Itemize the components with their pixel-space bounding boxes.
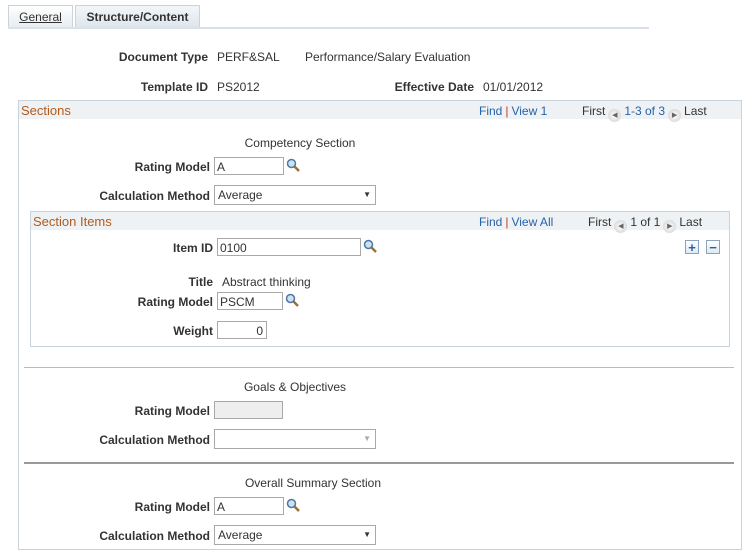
view-all-link[interactable]: View All: [511, 215, 554, 229]
tab-structure-content[interactable]: Structure/Content: [75, 5, 200, 28]
tab-general-label: General: [19, 10, 62, 24]
find-link[interactable]: Find: [479, 104, 503, 118]
last-label[interactable]: Last: [684, 104, 707, 118]
rating-model-label: Rating Model: [134, 160, 210, 174]
sections-title: Sections: [21, 103, 71, 118]
previous-arrow-icon[interactable]: ◀: [614, 220, 628, 233]
sections-header: Sections Find | View 1 First ◀ 1-3 of 3 ▶ Last: [19, 101, 741, 122]
search-icon[interactable]: [286, 158, 300, 172]
search-icon[interactable]: [363, 239, 377, 253]
summary-title: Overall Summary Section: [244, 476, 382, 490]
rating-model-input[interactable]: A: [214, 157, 284, 175]
range-text: 1-3 of 3: [624, 104, 666, 118]
items-pager: First ◀ 1 of 1 ▶ Last: [588, 215, 702, 233]
add-row-button[interactable]: +: [685, 240, 699, 254]
section-items-box: Section Items Find | View All First ◀ 1 of 1…: [30, 211, 730, 347]
item-rating-model-input[interactable]: PSCM: [217, 292, 283, 310]
goals-calculation-method-select[interactable]: [214, 429, 376, 449]
sections-box: Sections Find | View 1 First ◀ 1-3 of 3 ▶ Last: [18, 100, 742, 550]
document-type-desc: Performance/Salary Evaluation: [305, 50, 471, 64]
summary-calculation-method-label: Calculation Method: [99, 529, 210, 543]
previous-arrow-icon[interactable]: ◀: [608, 109, 622, 122]
template-id-label: Template ID: [140, 80, 208, 94]
first-label[interactable]: First: [588, 215, 612, 229]
title-value: Abstract thinking: [222, 275, 311, 289]
goals-calculation-method-label: Calculation Method: [99, 433, 210, 447]
item-id-label: Item ID: [172, 241, 213, 255]
tab-divider: [8, 27, 649, 29]
competency-title: Competency Section: [244, 136, 356, 150]
summary-calculation-method-select[interactable]: Average: [214, 525, 376, 545]
title-label: Title: [188, 275, 213, 289]
search-icon[interactable]: [286, 498, 300, 512]
effective-date-label: Effective Date: [394, 80, 474, 94]
first-label[interactable]: First: [582, 104, 606, 118]
delete-row-button[interactable]: −: [706, 240, 720, 254]
document-type-code: PERF&SAL: [217, 50, 280, 64]
sections-nav: Find | View 1: [479, 104, 548, 118]
range-text: 1 of 1: [630, 215, 661, 229]
next-arrow-icon[interactable]: ▶: [668, 109, 682, 122]
goals-title: Goals & Objectives: [243, 380, 347, 394]
search-icon[interactable]: [285, 293, 299, 307]
next-arrow-icon[interactable]: ▶: [663, 220, 677, 233]
calculation-method-select[interactable]: Average: [214, 185, 376, 205]
calculation-method-label: Calculation Method: [99, 189, 210, 203]
item-rating-model-label: Rating Model: [137, 295, 213, 309]
last-label[interactable]: Last: [679, 215, 703, 229]
section-items-header: Section Items Find | View All First ◀ 1 of 1…: [31, 212, 729, 233]
summary-rating-model-label: Rating Model: [134, 500, 210, 514]
goals-rating-model-input[interactable]: [214, 401, 283, 419]
items-nav: Find | View All: [479, 215, 554, 229]
find-link[interactable]: Find: [479, 215, 503, 229]
weight-input[interactable]: 0: [217, 321, 267, 339]
tab-general[interactable]: General: [8, 5, 73, 28]
sections-pager: First ◀ 1-3 of 3 ▶ Last: [582, 104, 707, 122]
summary-rating-model-input[interactable]: A: [214, 497, 284, 515]
template-id-value: PS2012: [217, 80, 260, 94]
goals-rating-model-label: Rating Model: [134, 404, 210, 418]
weight-label: Weight: [173, 324, 213, 338]
section-divider: [24, 367, 734, 368]
view-link[interactable]: View 1: [511, 104, 548, 118]
section-items-title: Section Items: [33, 214, 112, 229]
document-type-label: Document Type: [118, 50, 208, 64]
item-id-input[interactable]: 0100: [217, 238, 361, 256]
section-divider: [24, 462, 734, 464]
effective-date-value: 01/01/2012: [483, 80, 544, 94]
